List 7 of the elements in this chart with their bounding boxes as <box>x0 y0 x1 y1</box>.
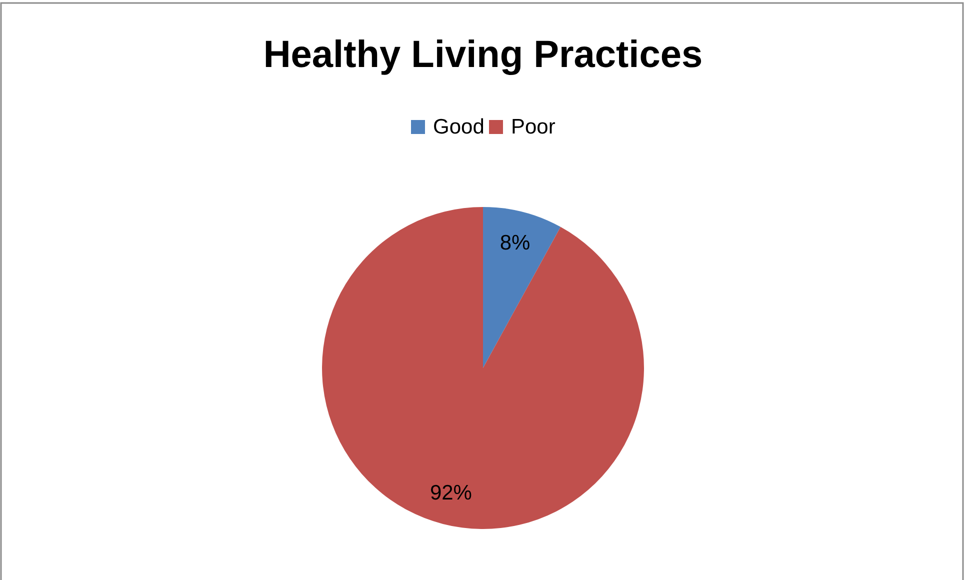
pie-slice <box>483 207 561 368</box>
legend-label: Poor <box>511 116 556 138</box>
legend-label: Good <box>433 116 484 138</box>
data-label: 92% <box>430 481 472 504</box>
pie-slice <box>322 207 644 529</box>
chart-title: Healthy Living Practices <box>263 34 703 76</box>
data-label: 8% <box>500 232 530 255</box>
